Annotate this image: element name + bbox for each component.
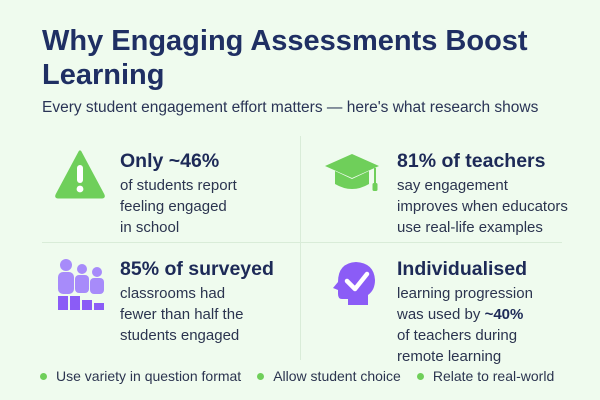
tip-item: Use variety in question format (40, 368, 241, 384)
stat-line: students engaged (120, 327, 240, 344)
people-bar-icon (55, 258, 105, 310)
stat-line: in school (120, 219, 180, 236)
tip-item: Allow student choice (257, 368, 401, 384)
page-subtitle: Every student engagement effort matters … (42, 99, 539, 116)
stat-line: say engagement (397, 177, 508, 194)
stat-headline: 85% of surveyed (120, 258, 274, 280)
stat-line: remote learning (397, 348, 502, 365)
warning-icon (55, 150, 105, 200)
tips-row: Use variety in question format Allow stu… (40, 366, 570, 386)
tip-label: Relate to real-world (432, 368, 555, 384)
head-checkmark-icon (330, 258, 380, 308)
stat-line: was used by (397, 306, 481, 323)
tip-item: Relate to real-world (416, 368, 555, 384)
stat-line: use real-life examples (397, 219, 543, 236)
stat-description: of students report feeling engaged in sc… (120, 175, 310, 238)
grid-divider-horizontal (42, 242, 562, 243)
stat-line: fewer than half the (120, 306, 244, 323)
stat-line: classrooms had (120, 285, 226, 302)
stat-headline: Individualised (397, 258, 528, 280)
bullet-dot-icon (416, 372, 424, 380)
stat-description: learning progression was used by ~40% of… (397, 283, 587, 367)
stat-highlight: ~40% (484, 306, 524, 323)
stat-description: classrooms had fewer than half the stude… (120, 283, 310, 346)
bullet-dot-icon (40, 372, 47, 380)
graduation-cap-icon (323, 150, 379, 200)
stat-line: of teachers during (397, 327, 518, 344)
page-title: Why Engaging Assessments Boost Learning (42, 25, 528, 91)
stat-line: feeling engaged (120, 198, 227, 215)
tip-label: Allow student choice (273, 368, 401, 384)
stat-headline: Only ~46% (120, 150, 220, 172)
stat-headline: 81% of teachers (397, 150, 546, 172)
stat-line: improves when educators (397, 198, 568, 215)
stat-description: say engagement improves when educators u… (397, 175, 587, 238)
bullet-dot-icon (257, 372, 265, 380)
tip-label: Use variety in question format (56, 368, 242, 384)
stat-line: learning progression (397, 285, 533, 302)
grid-divider-vertical (300, 136, 301, 360)
stat-line: of students report (120, 177, 237, 194)
